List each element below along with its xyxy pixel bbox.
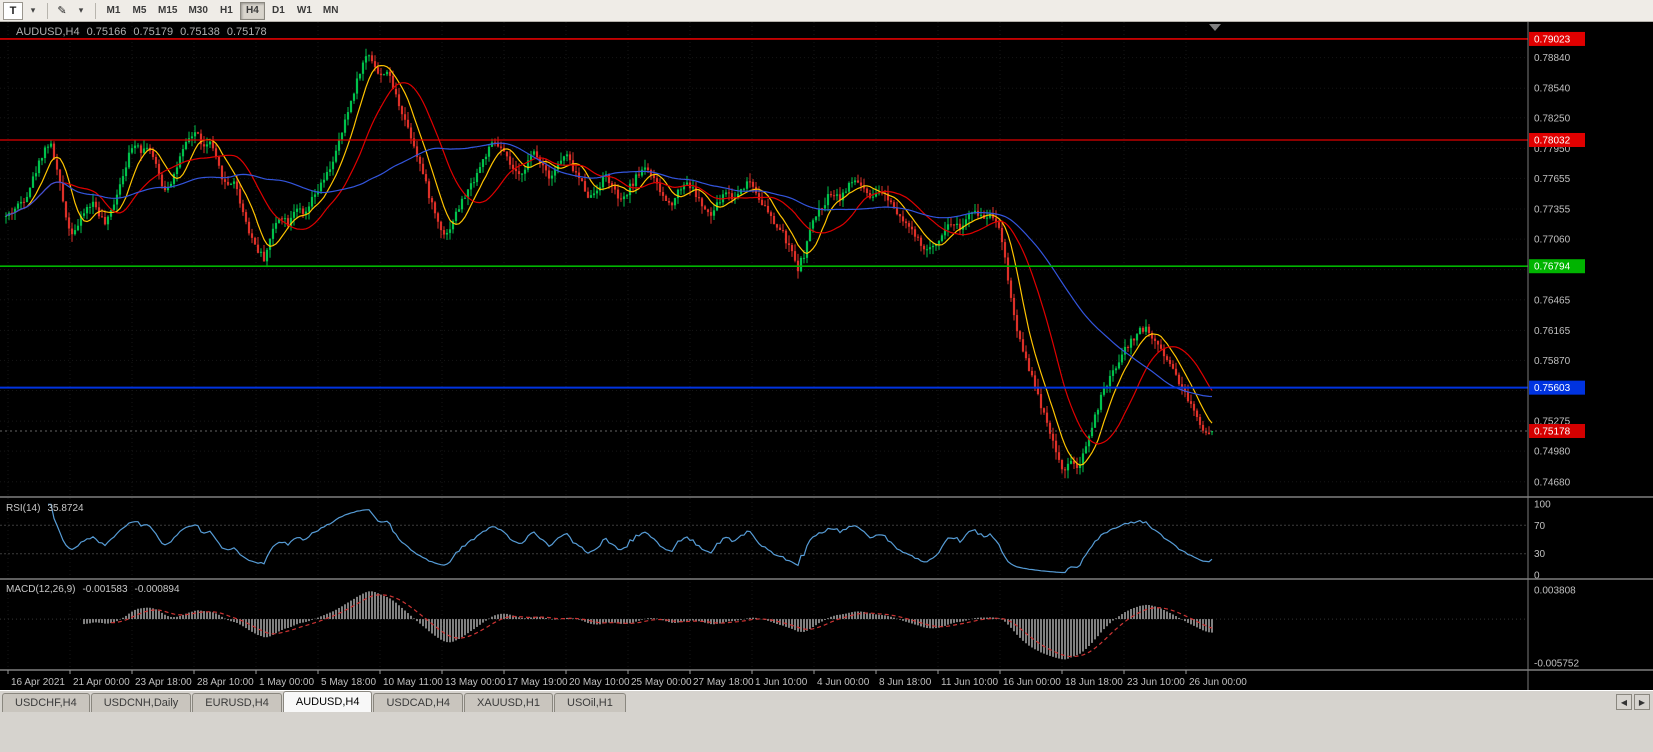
svg-text:23 Apr 18:00: 23 Apr 18:00 [135, 677, 192, 688]
svg-text:0.78250: 0.78250 [1534, 113, 1571, 124]
rsi-line [48, 503, 1213, 574]
toolbar-separator [95, 2, 96, 19]
timeframe-button-d1[interactable]: D1 [266, 2, 291, 20]
chart-tab-usdchf-h4[interactable]: USDCHF,H4 [2, 693, 90, 712]
timeframe-button-mn[interactable]: MN [318, 2, 344, 20]
ma-slow-line [5, 142, 1213, 398]
macd-signal-line [110, 594, 1213, 658]
svg-text:70: 70 [1534, 521, 1546, 532]
svg-text:0: 0 [1534, 571, 1540, 582]
svg-text:0.75870: 0.75870 [1534, 356, 1571, 367]
price-tag-level-2: 0.78032 [1529, 132, 1585, 147]
time-axis: 16 Apr 2021 21 Apr 00:00 23 Apr 18:00 28 Ap… [7, 670, 1247, 688]
svg-text:0.78840: 0.78840 [1534, 53, 1571, 64]
level-lines [0, 38, 1528, 389]
chart-grid [0, 22, 1528, 670]
svg-text:1 May 00:00: 1 May 00:00 [259, 677, 314, 688]
chart-tab-usoil-h1[interactable]: USOil,H1 [554, 693, 626, 712]
svg-text:13 May 00:00: 13 May 00:00 [445, 677, 506, 688]
price-tag-level-1: 0.79023 [1529, 31, 1585, 46]
timeframe-group: M1 M5 M15 M30 H1 H4 D1 W1 MN [101, 1, 344, 20]
tab-scroll-left-button[interactable]: ◀ [1616, 694, 1632, 710]
svg-text:18 Jun 18:00: 18 Jun 18:00 [1065, 677, 1123, 688]
chart-shift-marker [1209, 24, 1221, 31]
svg-text:0.76165: 0.76165 [1534, 326, 1571, 337]
svg-text:10 May 11:00: 10 May 11:00 [383, 677, 443, 688]
svg-text:0.79023: 0.79023 [1534, 34, 1571, 45]
text-tool-dropdown[interactable]: ▾ [24, 1, 42, 20]
svg-text:0.77950: 0.77950 [1534, 144, 1571, 155]
svg-text:28 Apr 10:00: 28 Apr 10:00 [197, 677, 254, 688]
chart-area[interactable]: 0.78840 0.78540 0.78250 0.77950 0.77655 0.773… [0, 22, 1653, 690]
chart-tab-xauusd-h1[interactable]: XAUUSD,H1 [464, 693, 553, 712]
svg-text:0.75275: 0.75275 [1534, 417, 1571, 428]
top-toolbar: T ▾ ✎ ▾ M1 M5 M15 M30 H1 H4 D1 W1 MN [0, 0, 1653, 22]
svg-text:11 Jun 10:00: 11 Jun 10:00 [941, 677, 999, 688]
ma-medium-line [5, 82, 1213, 445]
svg-text:0.77655: 0.77655 [1534, 174, 1571, 185]
svg-text:100: 100 [1534, 500, 1551, 511]
svg-text:-0.005752: -0.005752 [1534, 659, 1579, 670]
chart-tab-eurusd-h4[interactable]: EURUSD,H4 [192, 693, 282, 712]
svg-text:5 May 18:00: 5 May 18:00 [321, 677, 376, 688]
svg-text:23 Jun 10:00: 23 Jun 10:00 [1127, 677, 1185, 688]
svg-text:26 Jun 00:00: 26 Jun 00:00 [1189, 677, 1247, 688]
svg-text:8 Jun 18:00: 8 Jun 18:00 [879, 677, 932, 688]
svg-text:0.74680: 0.74680 [1534, 477, 1571, 488]
scroll-left-icon: ◀ [1620, 697, 1628, 707]
chart-tab-usdcnh-daily[interactable]: USDCNH,Daily [90, 693, 192, 712]
svg-text:0.78032: 0.78032 [1534, 135, 1571, 146]
chart-tab-bar: USDCHF,H4 USDCNH,Daily EURUSD,H4 AUDUSD,H4 U… [0, 690, 1653, 712]
timeframe-button-m5[interactable]: M5 [127, 2, 152, 20]
svg-text:17 May 19:00: 17 May 19:00 [507, 677, 568, 688]
chart-tabs: USDCHF,H4 USDCNH,Daily EURUSD,H4 AUDUSD,H4 U… [2, 691, 627, 712]
text-tool-label: T [9, 4, 17, 17]
chart-canvas: 0.78840 0.78540 0.78250 0.77950 0.77655 0.773… [0, 22, 1653, 690]
svg-text:0.76465: 0.76465 [1534, 295, 1571, 306]
timeframe-button-h1[interactable]: H1 [214, 2, 239, 20]
svg-text:16 Apr 2021: 16 Apr 2021 [11, 677, 65, 688]
chevron-down-icon: ▾ [30, 5, 36, 15]
svg-text:0.003808: 0.003808 [1534, 586, 1576, 597]
svg-text:20 May 10:00: 20 May 10:00 [569, 677, 630, 688]
macd-histogram [83, 591, 1213, 660]
chart-tab-usdcad-h4[interactable]: USDCAD,H4 [373, 693, 464, 712]
timeframe-button-w1[interactable]: W1 [292, 2, 317, 20]
timeframe-button-m1[interactable]: M1 [101, 2, 126, 20]
svg-text:21 Apr 00:00: 21 Apr 00:00 [73, 677, 130, 688]
svg-text:27 May 18:00: 27 May 18:00 [693, 677, 754, 688]
svg-text:0.74980: 0.74980 [1534, 447, 1571, 458]
toolbar-separator [47, 2, 48, 19]
timeframe-button-h4[interactable]: H4 [239, 1, 265, 20]
price-tag-level-4: 0.75603 [1529, 380, 1585, 395]
svg-text:0.75178: 0.75178 [1534, 426, 1571, 437]
chart-background [0, 22, 1653, 690]
scroll-right-icon: ▶ [1638, 697, 1646, 707]
tab-scroll-right-button[interactable]: ▶ [1634, 694, 1650, 710]
svg-text:16 Jun 00:00: 16 Jun 00:00 [1003, 677, 1061, 688]
svg-text:0.77060: 0.77060 [1534, 235, 1571, 246]
status-area [0, 712, 1653, 752]
svg-text:30: 30 [1534, 549, 1546, 560]
svg-text:0.78540: 0.78540 [1534, 84, 1571, 95]
price-tag-current: 0.75178 [1529, 423, 1585, 438]
svg-text:0.77355: 0.77355 [1534, 205, 1571, 216]
price-tag-level-3: 0.76794 [1529, 259, 1585, 274]
svg-text:1 Jun 10:00: 1 Jun 10:00 [755, 677, 808, 688]
svg-text:25 May 00:00: 25 May 00:00 [631, 677, 692, 688]
svg-text:0.75603: 0.75603 [1534, 383, 1571, 394]
draw-tool-button[interactable]: ✎ [53, 1, 71, 20]
text-tool-button[interactable]: T [3, 1, 23, 20]
draw-tool-dropdown[interactable]: ▾ [72, 1, 90, 20]
timeframe-button-m15[interactable]: M15 [153, 2, 182, 20]
svg-text:0.76794: 0.76794 [1534, 262, 1571, 273]
pencil-icon: ✎ [57, 5, 67, 17]
timeframe-button-m30[interactable]: M30 [183, 2, 212, 20]
svg-text:4 Jun 00:00: 4 Jun 00:00 [817, 677, 870, 688]
chart-tab-audusd-h4[interactable]: AUDUSD,H4 [282, 691, 373, 712]
chevron-down-icon: ▾ [78, 5, 84, 15]
tab-scroll-controls: ◀ ▶ [1616, 694, 1650, 710]
